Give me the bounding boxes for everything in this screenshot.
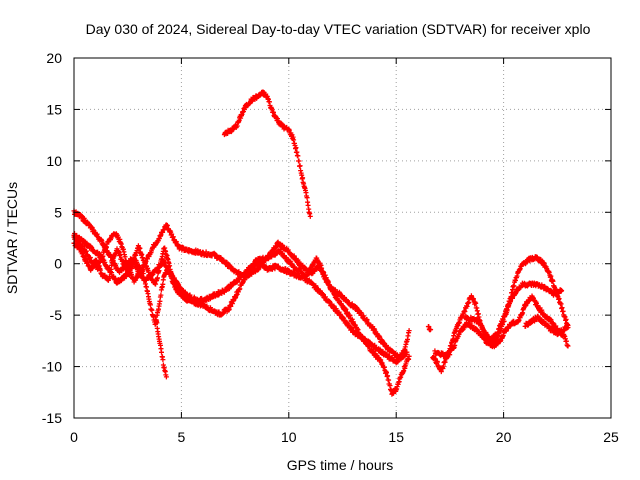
- y-tick-label: 5: [54, 204, 62, 220]
- data-marks-track-c: [71, 208, 412, 397]
- series-track-h: [430, 280, 565, 375]
- chart-title: Day 030 of 2024, Sidereal Day-to-day VTE…: [86, 21, 591, 37]
- y-axis-label: SDTVAR / TECUs: [4, 182, 20, 294]
- series-track-e: [153, 314, 169, 380]
- y-tick-label: -5: [50, 307, 63, 323]
- y-tick-label: 20: [46, 50, 62, 66]
- tick-layer: 0 5 10 15 20 25 -15 -10 -5 0 5 10 15 20: [42, 50, 619, 445]
- data-marks-track-k: [522, 313, 571, 338]
- series-track-g: [425, 324, 434, 333]
- data-marks-track-f: [221, 89, 313, 219]
- x-tick-label: 20: [496, 429, 512, 445]
- grid-layer: [74, 58, 611, 418]
- series-track-k: [522, 313, 571, 338]
- x-tick-label: 25: [603, 429, 619, 445]
- x-tick-label: 0: [70, 429, 78, 445]
- y-tick-label: 10: [46, 153, 62, 169]
- y-tick-label: -10: [42, 359, 62, 375]
- data-layer: [71, 89, 571, 397]
- x-tick-label: 15: [388, 429, 404, 445]
- plot-frame: [73, 57, 612, 419]
- data-marks-track-e: [153, 314, 169, 380]
- series-track-f: [221, 89, 313, 219]
- y-tick-label: 0: [54, 256, 62, 272]
- x-tick-label: 10: [281, 429, 297, 445]
- y-tick-label: -15: [42, 410, 62, 426]
- data-marks-track-h: [430, 280, 565, 375]
- series-track-j: [462, 254, 571, 345]
- data-marks-track-j: [462, 254, 571, 345]
- x-tick-label: 5: [178, 429, 186, 445]
- data-marks-track-g: [425, 324, 434, 333]
- y-tick-label: 15: [46, 101, 62, 117]
- series-track-c: [71, 208, 412, 397]
- data-marks-track-i: [432, 293, 571, 360]
- x-axis-label: GPS time / hours: [287, 457, 394, 473]
- series-track-i: [432, 293, 571, 360]
